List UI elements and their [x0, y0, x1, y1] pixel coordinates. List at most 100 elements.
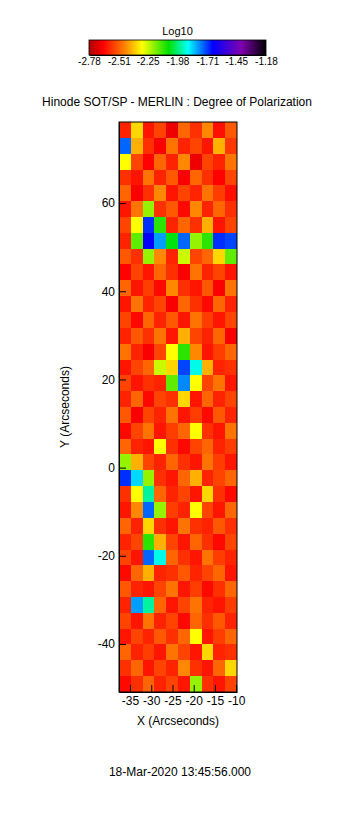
cell: [202, 201, 214, 217]
cell: [178, 597, 190, 613]
cell: [202, 581, 214, 597]
cell: [202, 660, 214, 676]
cell: [154, 629, 166, 645]
cell: [166, 629, 178, 645]
cell: [143, 264, 155, 280]
cell: [202, 328, 214, 344]
cell: [143, 470, 155, 486]
cell: [143, 629, 155, 645]
cell: [131, 249, 143, 265]
tick: -10: [228, 685, 246, 708]
cell: [143, 138, 155, 154]
cell: [154, 375, 166, 391]
cell: [131, 138, 143, 154]
cell: [119, 423, 131, 439]
cell: [131, 280, 143, 296]
cell: [190, 486, 202, 502]
tick: -2.78: [78, 55, 101, 67]
cell: [225, 122, 237, 138]
cell: [131, 597, 143, 613]
cell: [213, 486, 225, 502]
cell: [166, 296, 178, 312]
cell: [178, 407, 190, 423]
tick: -20: [186, 685, 204, 708]
tick-label: -1.45: [225, 56, 248, 67]
cell: [166, 486, 178, 502]
cell: [166, 217, 178, 233]
cell: [154, 550, 166, 566]
cell: [178, 264, 190, 280]
cell: [213, 296, 225, 312]
tick-mark: [119, 203, 126, 204]
tick-mark: [194, 685, 195, 692]
cell: [166, 660, 178, 676]
cell: [154, 217, 166, 233]
cell: [225, 296, 237, 312]
x-axis-title: X (Arcseconds): [137, 714, 219, 728]
x-axis: -35-30-25-20-15-10: [120, 685, 246, 708]
cell: [178, 454, 190, 470]
cell: [131, 328, 143, 344]
cell: [178, 280, 190, 296]
cell: [119, 550, 131, 566]
cell: [190, 217, 202, 233]
cell: [178, 660, 190, 676]
cell: [225, 407, 237, 423]
cell: [119, 264, 131, 280]
cell: [178, 185, 190, 201]
tick-mark: [119, 379, 126, 380]
cell: [225, 613, 237, 629]
tick-label: -10: [228, 694, 246, 708]
cell: [166, 470, 178, 486]
cell: [190, 138, 202, 154]
cell: [131, 613, 143, 629]
cell: [190, 170, 202, 186]
cell: [119, 185, 131, 201]
cell: [202, 249, 214, 265]
cell: [178, 565, 190, 581]
cell: [131, 518, 143, 534]
cell: [178, 676, 190, 692]
cell: [143, 660, 155, 676]
cell: [154, 597, 166, 613]
cell: [202, 312, 214, 328]
cell: [213, 439, 225, 455]
cell: [131, 233, 143, 249]
cell: [143, 518, 155, 534]
cell: [119, 296, 131, 312]
cell: [166, 185, 178, 201]
cell: [178, 391, 190, 407]
cell: [213, 138, 225, 154]
cell: [154, 249, 166, 265]
cell: [119, 217, 131, 233]
tick-mark: [151, 685, 152, 692]
cell: [131, 486, 143, 502]
tick: -1.18: [255, 55, 278, 67]
tick-mark: [236, 685, 237, 692]
cell: [119, 502, 131, 518]
cell: [154, 280, 166, 296]
tick-label: 60: [102, 196, 116, 210]
cell: [202, 550, 214, 566]
cell: [143, 439, 155, 455]
cell: [119, 375, 131, 391]
cell: [154, 660, 166, 676]
cell: [166, 581, 178, 597]
cell: [213, 328, 225, 344]
cell: [213, 201, 225, 217]
cell: [154, 328, 166, 344]
cell: [178, 423, 190, 439]
cell: [119, 122, 131, 138]
cell: [166, 439, 178, 455]
tick-mark: [119, 291, 126, 292]
cell: [154, 423, 166, 439]
cell: [213, 217, 225, 233]
cell: [119, 154, 131, 170]
cell: [202, 565, 214, 581]
y-axis: -40-200204060: [98, 123, 126, 693]
tick-label: -2.51: [108, 56, 131, 67]
tick: -35: [122, 685, 140, 708]
cell: [202, 518, 214, 534]
cell: [143, 502, 155, 518]
tick: -1.98: [167, 55, 190, 67]
